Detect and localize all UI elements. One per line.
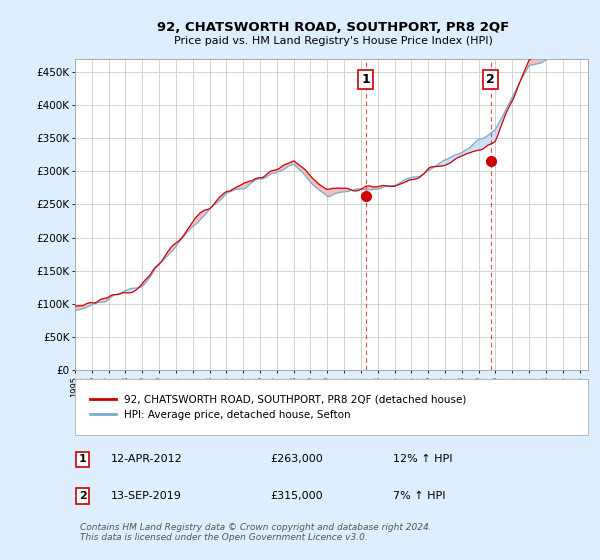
Text: 2: 2 [486,73,495,86]
Text: 7% ↑ HPI: 7% ↑ HPI [393,491,446,501]
Text: 92, CHATSWORTH ROAD, SOUTHPORT, PR8 2QF: 92, CHATSWORTH ROAD, SOUTHPORT, PR8 2QF [157,21,509,34]
Legend: 92, CHATSWORTH ROAD, SOUTHPORT, PR8 2QF (detached house), HPI: Average price, de: 92, CHATSWORTH ROAD, SOUTHPORT, PR8 2QF … [85,390,470,424]
Text: £315,000: £315,000 [270,491,323,501]
Text: Contains HM Land Registry data © Crown copyright and database right 2024.
This d: Contains HM Land Registry data © Crown c… [80,522,432,542]
Text: 12% ↑ HPI: 12% ↑ HPI [393,454,452,464]
Text: 12-APR-2012: 12-APR-2012 [111,454,182,464]
Text: 1: 1 [361,73,370,86]
Text: 1: 1 [79,454,86,464]
Text: 2: 2 [79,491,86,501]
Text: Price paid vs. HM Land Registry's House Price Index (HPI): Price paid vs. HM Land Registry's House … [173,36,493,46]
Text: £263,000: £263,000 [270,454,323,464]
Text: 13-SEP-2019: 13-SEP-2019 [111,491,182,501]
